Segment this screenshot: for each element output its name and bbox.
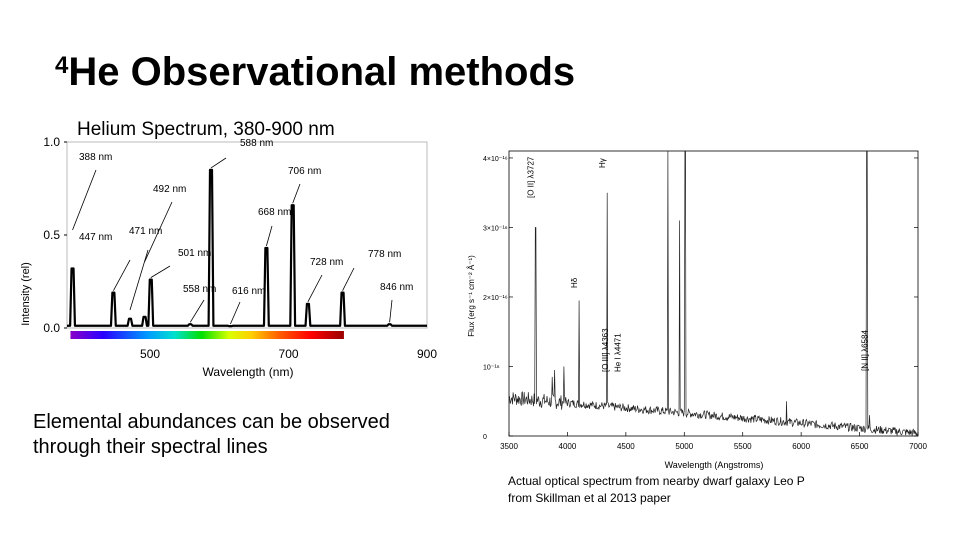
plot-frame (66, 141, 428, 329)
peak-leader-line (189, 299, 205, 323)
peak-label: 588 nm (240, 138, 273, 149)
peak-leader-line (265, 225, 273, 247)
peak-leader-line (292, 183, 301, 204)
title-superscript: 4 (55, 52, 69, 79)
peak-leader-line (150, 265, 171, 278)
y-tick-label: 10⁻¹⁶ (483, 364, 500, 371)
x-tick-label: 900 (417, 347, 437, 361)
peak-label: 616 nm (232, 286, 265, 297)
body-text: Elemental abundances can be observed thr… (33, 411, 390, 458)
x-axis-label: Wavelength (nm) (203, 365, 294, 379)
peak-leader-line (129, 249, 149, 311)
y-tick-label: 3×10⁻¹⁶ (483, 225, 508, 232)
y-tick-label: 1.0 (43, 135, 60, 149)
y-tick-label: 2×10⁻¹⁶ (483, 295, 508, 302)
peak-label: 668 nm (258, 207, 291, 218)
x-tick-label: 7000 (909, 442, 927, 451)
emission-line-label: [O III] λ4363 (601, 328, 610, 372)
y-axis-label: Flux (erg s⁻¹ cm⁻² Å⁻¹) (467, 255, 476, 337)
caption-line: from Skillman et al 2013 paper (508, 491, 671, 505)
x-tick-label: 6500 (851, 442, 869, 451)
peak-label: 471 nm (129, 226, 162, 237)
emission-line-label: He I λ4471 (613, 333, 622, 372)
peak-leader-line (72, 169, 97, 231)
y-axis-label: Intensity (rel) (20, 262, 32, 326)
x-tick-label: 700 (279, 347, 299, 361)
chart-title: Helium Spectrum, 380-900 nm (77, 119, 335, 140)
emission-line-label: Hδ (570, 277, 579, 288)
visible-spectrum-bar (70, 331, 344, 339)
y-tick-label: 0 (483, 434, 487, 441)
x-tick-label: 4500 (617, 442, 635, 451)
x-tick-label: 500 (140, 347, 160, 361)
emission-line-label: [O II] λ3727 (527, 156, 536, 198)
x-tick-label: 5000 (675, 442, 693, 451)
peak-label: 846 nm (380, 282, 413, 293)
peak-label: 388 nm (79, 152, 112, 163)
x-tick-label: 6000 (792, 442, 810, 451)
peak-leader-line (230, 301, 241, 325)
peak-label: 728 nm (310, 257, 343, 268)
caption-line: Actual optical spectrum from nearby dwar… (508, 474, 805, 488)
x-axis-label: Wavelength (Angstroms) (665, 460, 764, 470)
peak-leader-line (113, 259, 131, 291)
spectrum-line (508, 150, 919, 437)
helium-spectrum-chart: 0.0 0.5 1.0 388 nm 447 nm 471 nm 492 nm 501 nm 5… (20, 119, 437, 379)
leo-p-spectrum-chart: 0 10⁻¹⁶ 2×10⁻¹⁶ 3×10⁻¹⁶ 4×10⁻¹⁶ 3500 4000 4500 5… (467, 150, 927, 470)
peak-label: 492 nm (153, 184, 186, 195)
y-tick-label: 0.0 (43, 321, 60, 335)
slide-title: 4He Observational methods (55, 50, 575, 95)
x-tick-label: 3500 (500, 442, 518, 451)
peak-label: 447 nm (79, 232, 112, 243)
peak-label: 706 nm (288, 166, 321, 177)
title-text: He Observational methods (68, 50, 576, 94)
plot-frame (508, 150, 919, 437)
spectrum-line (67, 168, 427, 328)
peak-leader-line (210, 157, 227, 169)
y-tick-label: 4×10⁻¹⁶ (483, 156, 508, 163)
peak-label: 558 nm (183, 284, 216, 295)
emission-line-label: [N II] λ6584 (860, 330, 869, 371)
peak-leader-line (144, 201, 173, 263)
figure-caption: Actual optical spectrum from nearby dwar… (508, 473, 928, 507)
peak-label: 501 nm (178, 248, 211, 259)
emission-line-label: Hγ (598, 158, 607, 168)
peak-leader-line (307, 274, 323, 303)
peak-leader-line (389, 299, 393, 323)
x-tick-label: 4000 (559, 442, 577, 451)
y-tick-label: 0.5 (43, 228, 60, 242)
x-tick-label: 5500 (734, 442, 752, 451)
peak-leader-line (342, 267, 355, 291)
peak-label: 778 nm (368, 249, 401, 260)
